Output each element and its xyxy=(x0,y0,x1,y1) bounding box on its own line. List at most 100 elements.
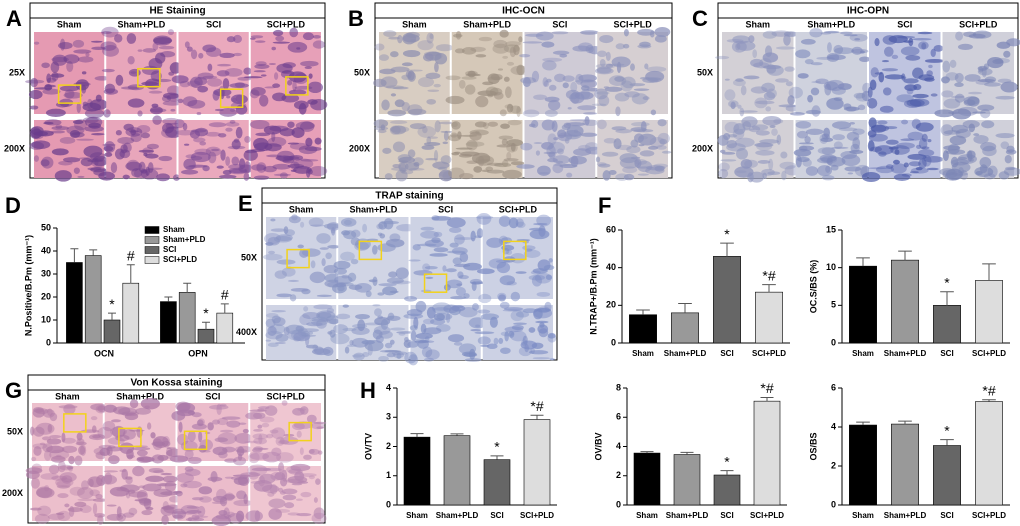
tissue-texture xyxy=(310,224,325,227)
tissue-texture xyxy=(995,95,1015,100)
significance: * xyxy=(944,274,950,290)
tissue-texture xyxy=(817,165,833,177)
tissue-texture xyxy=(317,450,323,455)
tissue-texture xyxy=(433,83,441,88)
tissue-texture xyxy=(50,455,66,463)
tissue-texture xyxy=(305,334,310,347)
y-tick-label: 8 xyxy=(616,382,621,392)
tissue-texture xyxy=(548,84,557,91)
tissue-texture xyxy=(718,168,729,179)
error-bar xyxy=(898,420,912,425)
tissue-texture xyxy=(313,497,318,503)
tissue-texture xyxy=(657,118,667,127)
tissue-texture xyxy=(476,268,495,275)
tissue-texture xyxy=(66,125,85,135)
row-label: 25X xyxy=(9,67,25,77)
tissue-texture xyxy=(336,313,351,320)
column-label: Sham xyxy=(55,391,80,401)
tissue-texture xyxy=(219,496,228,507)
tissue-texture xyxy=(477,309,491,314)
tissue-texture xyxy=(637,173,649,176)
tissue-texture xyxy=(219,108,237,117)
tissue-texture xyxy=(826,97,844,110)
tissue-texture xyxy=(282,494,297,501)
tissue-texture xyxy=(429,318,446,325)
tissue-texture xyxy=(140,397,160,410)
tissue-texture xyxy=(183,158,196,170)
tissue-texture xyxy=(541,119,555,131)
tissue-texture xyxy=(258,434,263,445)
tissue-texture xyxy=(222,446,236,453)
tissue-texture xyxy=(229,82,249,89)
tissue-texture xyxy=(420,226,435,231)
bar xyxy=(523,419,551,506)
tissue-texture xyxy=(638,144,645,147)
tissue-texture xyxy=(478,159,491,162)
tissue-texture xyxy=(905,55,921,61)
tissue-texture xyxy=(122,429,136,440)
tissue-texture xyxy=(78,445,86,455)
tissue-texture xyxy=(226,95,231,99)
tissue-texture xyxy=(68,455,75,465)
tissue-texture xyxy=(843,103,852,110)
tissue-texture xyxy=(564,137,570,144)
tissue-texture xyxy=(654,26,671,38)
tissue-texture xyxy=(386,315,401,321)
tissue-texture xyxy=(417,243,437,247)
tissue-texture xyxy=(973,133,980,136)
tissue-texture xyxy=(487,121,499,127)
tissue-texture xyxy=(91,46,106,51)
tissue-texture xyxy=(442,141,448,145)
tissue-texture xyxy=(955,31,964,41)
tissue-texture xyxy=(207,63,213,72)
tissue-texture xyxy=(97,426,113,439)
x-tick-label: SCI xyxy=(940,511,953,520)
tissue-texture xyxy=(944,172,961,181)
tissue-texture xyxy=(611,56,631,68)
tissue-texture xyxy=(140,132,150,139)
tissue-texture xyxy=(470,329,482,332)
tissue-texture xyxy=(951,95,965,99)
bar xyxy=(933,305,961,344)
tissue-texture xyxy=(597,50,607,58)
roi-box xyxy=(503,240,527,261)
bar xyxy=(629,314,657,344)
tissue-texture xyxy=(258,406,270,410)
tissue-texture xyxy=(755,100,775,105)
tissue-texture xyxy=(535,320,549,324)
tissue-texture xyxy=(620,80,633,92)
y-tick-label: 4 xyxy=(831,421,836,431)
y-tick-label: 60 xyxy=(606,224,616,234)
tissue-texture xyxy=(497,68,504,71)
tissue-texture xyxy=(917,31,933,35)
tissue-texture xyxy=(296,513,312,517)
tissue-texture xyxy=(982,145,997,157)
tissue-texture xyxy=(304,146,322,152)
tissue-texture xyxy=(101,68,115,73)
tissue-texture xyxy=(275,234,293,242)
tissue-texture xyxy=(253,437,267,445)
tissue-texture xyxy=(196,419,204,427)
significance: * xyxy=(944,422,950,438)
tissue-texture xyxy=(222,78,230,90)
tissue-texture xyxy=(532,357,550,360)
tissue-texture xyxy=(378,355,389,362)
tissue-texture xyxy=(987,57,1004,69)
tissue-texture xyxy=(403,313,424,319)
tissue-texture xyxy=(496,144,512,148)
tissue-texture xyxy=(109,486,130,497)
tissue-texture xyxy=(85,52,90,57)
tissue-texture xyxy=(879,105,894,113)
y-tick-label: 4 xyxy=(386,382,391,392)
x-tick-label: SCI xyxy=(940,349,953,358)
tissue-texture xyxy=(28,89,43,100)
tissue-texture xyxy=(720,159,737,162)
tissue-texture xyxy=(29,507,42,511)
tissue-texture xyxy=(896,142,915,149)
tissue-texture xyxy=(506,61,515,66)
tissue-texture xyxy=(59,137,76,144)
tissue-texture xyxy=(162,475,178,483)
tissue-texture xyxy=(225,121,240,127)
tissue-texture xyxy=(450,295,467,300)
tissue-texture xyxy=(69,486,85,496)
